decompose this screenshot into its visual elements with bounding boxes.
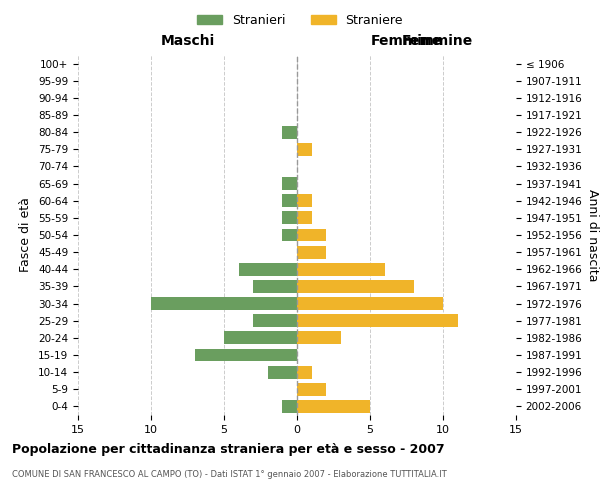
Bar [283, 194, 297, 207]
Bar [253, 314, 297, 327]
Bar [224, 332, 297, 344]
Text: Popolazione per cittadinanza straniera per età e sesso - 2007: Popolazione per cittadinanza straniera p… [12, 442, 445, 456]
Bar [297, 314, 458, 327]
Bar [297, 297, 443, 310]
Bar [297, 143, 311, 156]
Y-axis label: Fasce di età: Fasce di età [19, 198, 32, 272]
Bar [195, 348, 297, 362]
Bar [268, 366, 297, 378]
Bar [151, 297, 297, 310]
Bar [297, 246, 326, 258]
Bar [283, 228, 297, 241]
Bar [297, 263, 385, 276]
Bar [297, 400, 370, 413]
Bar [283, 400, 297, 413]
Bar [297, 366, 311, 378]
Bar [297, 228, 326, 241]
Bar [297, 212, 311, 224]
Bar [297, 280, 414, 293]
Bar [253, 280, 297, 293]
Bar [297, 383, 326, 396]
Text: Maschi: Maschi [160, 34, 215, 48]
Bar [283, 212, 297, 224]
Bar [283, 177, 297, 190]
Y-axis label: Anni di nascita: Anni di nascita [586, 188, 599, 281]
Legend: Stranieri, Straniere: Stranieri, Straniere [192, 8, 408, 32]
Bar [239, 263, 297, 276]
Bar [283, 126, 297, 138]
Text: Femmine: Femmine [371, 34, 442, 48]
Bar [297, 332, 341, 344]
Bar [297, 194, 311, 207]
Text: COMUNE DI SAN FRANCESCO AL CAMPO (TO) - Dati ISTAT 1° gennaio 2007 - Elaborazion: COMUNE DI SAN FRANCESCO AL CAMPO (TO) - … [12, 470, 447, 479]
Text: Femmine: Femmine [401, 34, 473, 48]
